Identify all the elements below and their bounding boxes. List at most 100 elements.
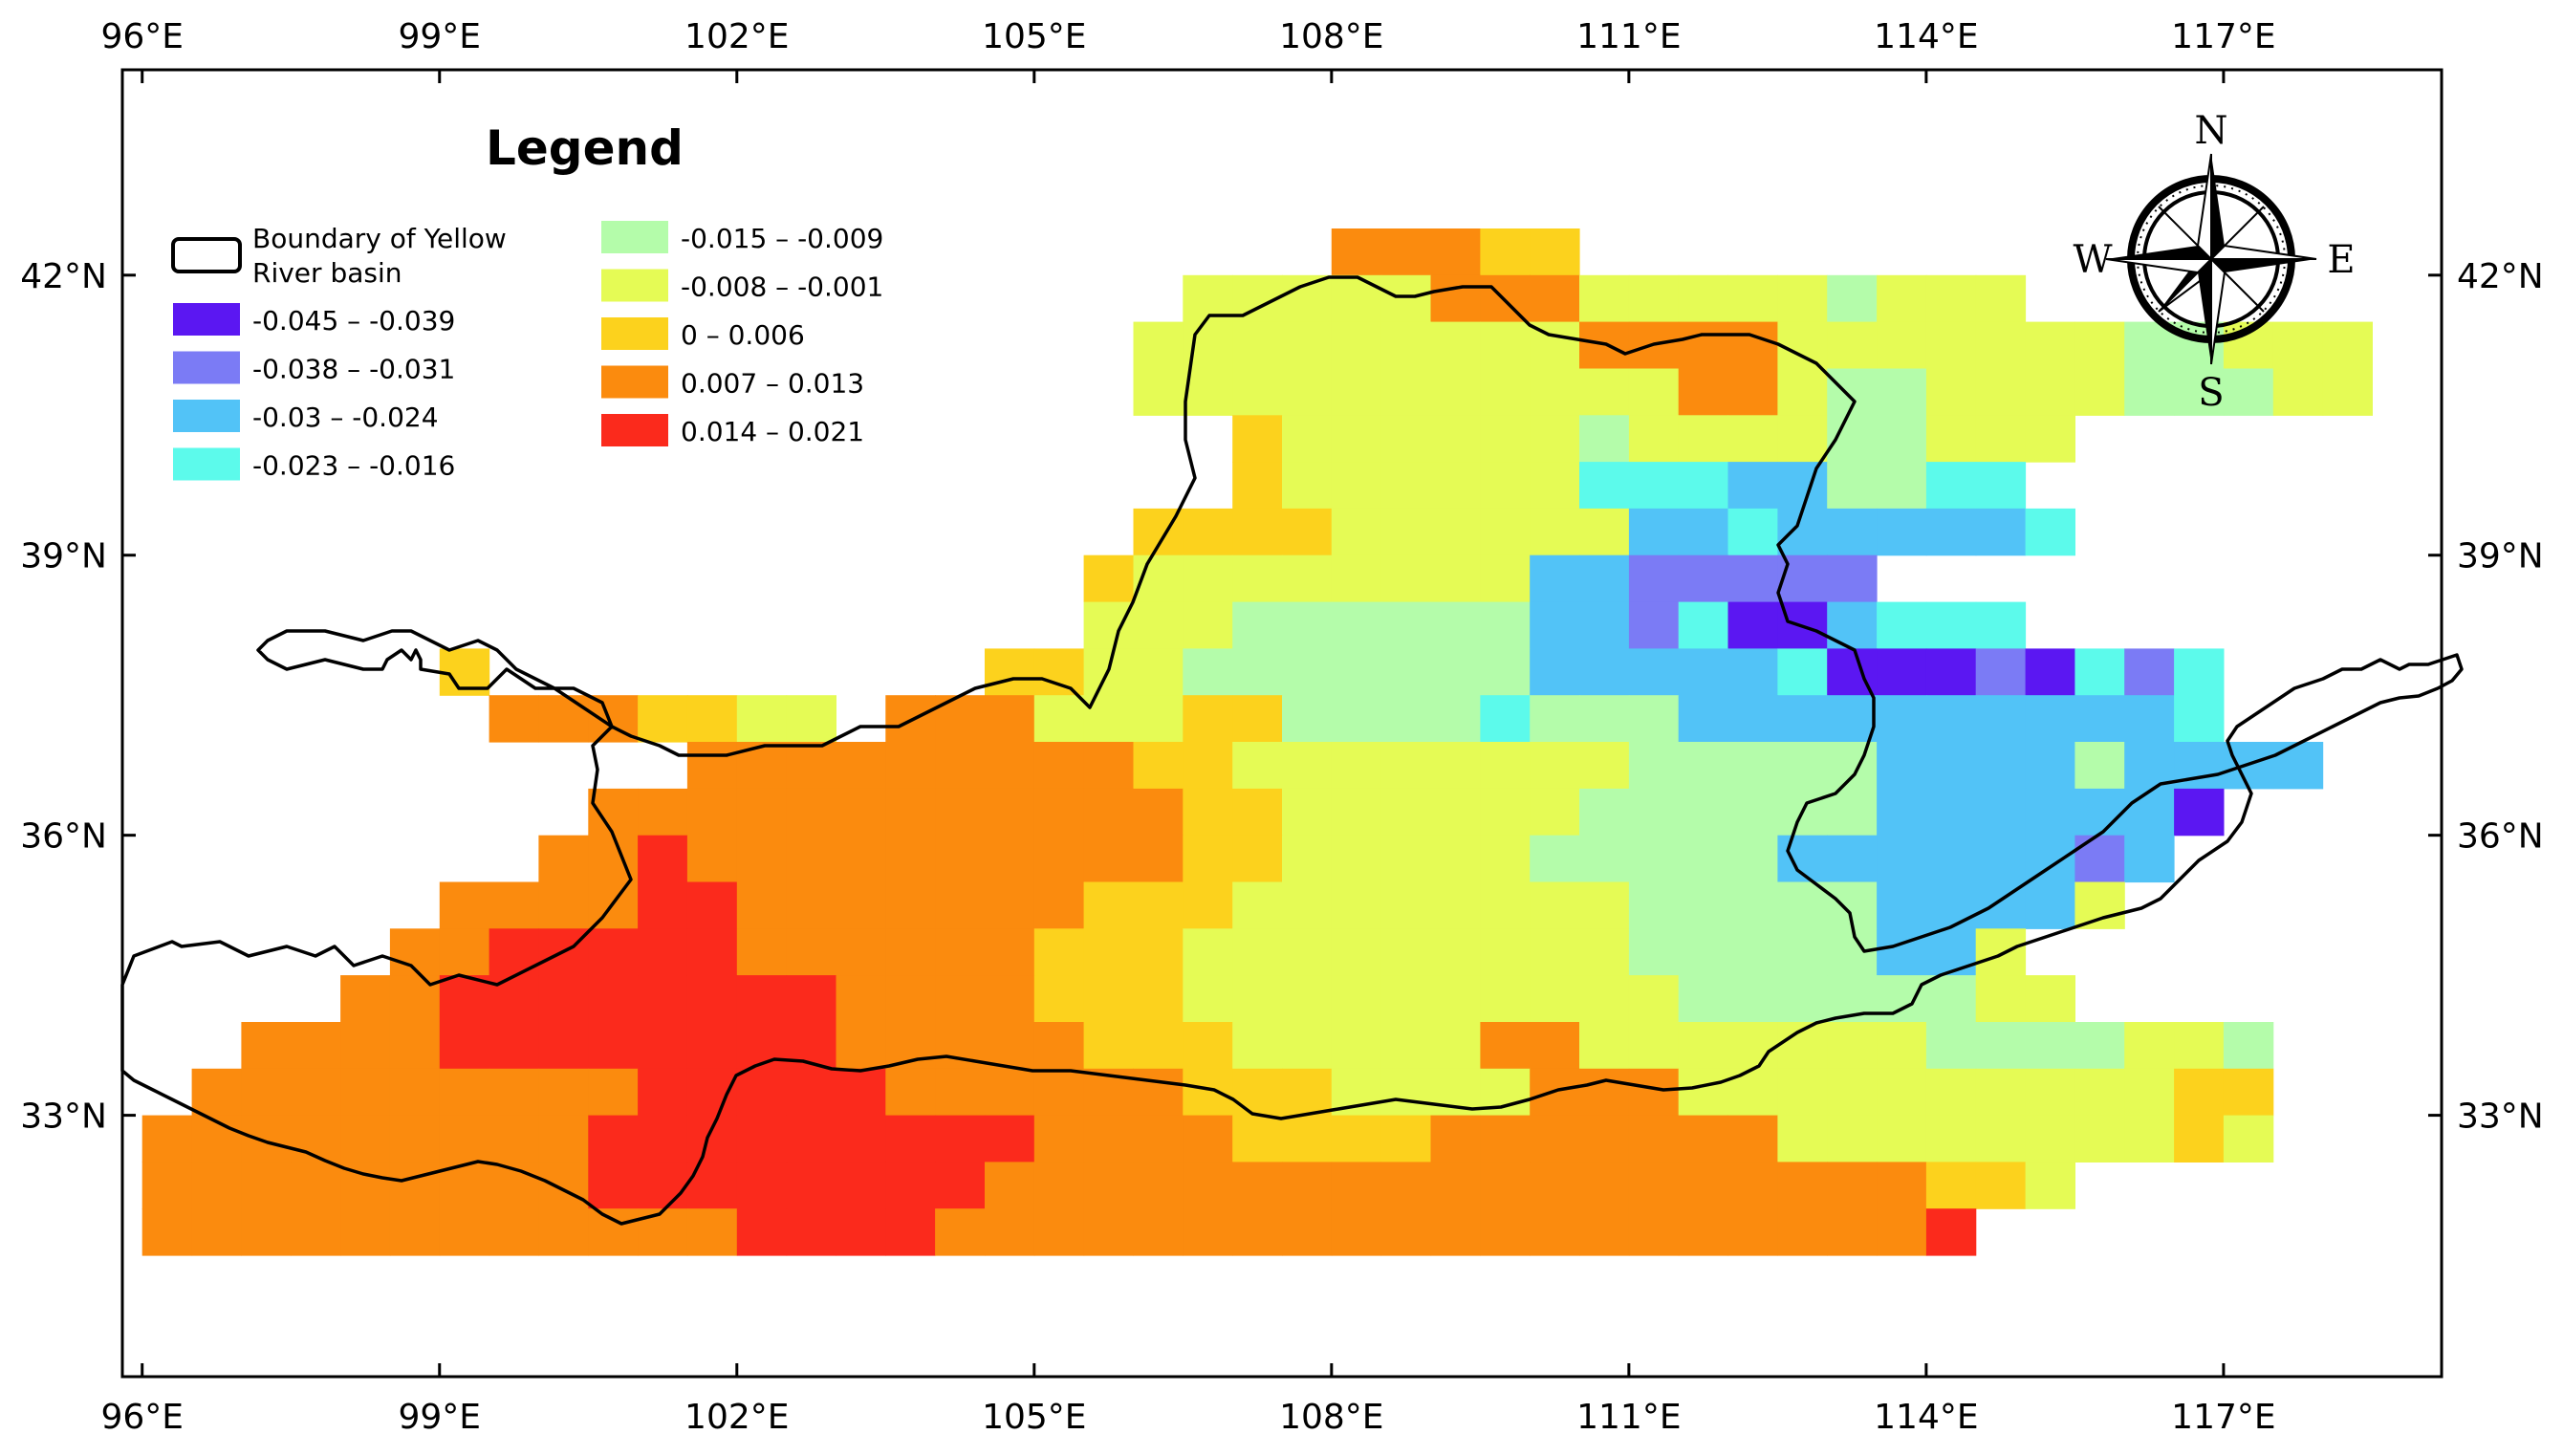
grid-cell [686,788,738,837]
grid-cell [1925,1068,1977,1117]
grid-cell [2025,881,2075,929]
grid-cell [1628,601,1680,649]
grid-cell [985,1068,1035,1117]
grid-cell [1380,228,1432,276]
grid-cell [1827,601,1878,649]
grid-cell [1083,975,1134,1023]
grid-cell [1579,415,1630,463]
grid-cell [1430,648,1481,696]
grid-cell [736,928,788,976]
grid-cell [439,975,490,1023]
grid-cell [1331,835,1382,883]
grid-cell [686,1208,738,1256]
grid-cell [1777,415,1828,463]
grid-cell [1033,1162,1085,1209]
legend-class-label: -0.008 – -0.001 [681,272,883,303]
grid-cell [1183,695,1233,743]
grid-cell [2074,695,2125,743]
grid-cell [1678,1115,1729,1163]
grid-cell [1430,881,1481,929]
grid-cell [985,695,1035,743]
grid-cell [1331,415,1382,463]
grid-cell [1430,508,1481,556]
grid-cell [1579,462,1630,510]
grid-cell [1083,928,1134,976]
grid-cell [1877,975,1927,1023]
grid-cell [1430,788,1481,837]
grid-cell [1777,881,1828,929]
grid-cell [1183,1115,1233,1163]
grid-cell [1083,1162,1134,1209]
grid-cell [1232,1068,1283,1117]
grid-cell [885,1115,936,1163]
grid-cell [985,975,1035,1023]
grid-cell [1530,788,1580,837]
grid-cell [1380,415,1432,463]
grid-cell [2223,1022,2274,1070]
grid-cell [1331,321,1382,369]
grid-cell [1133,788,1184,837]
grid-cell [1183,554,1233,603]
grid-cell [1133,368,1184,416]
grid-cell [588,1208,639,1256]
grid-cell [1877,462,1927,510]
grid-cell [1727,788,1778,837]
grid-cell [1877,415,1927,463]
grid-cell [2272,368,2324,416]
grid-cell [1777,321,1828,369]
lon-label-top: 96°E [100,17,184,56]
grid-cell [1877,881,1927,929]
grid-cell [1925,462,1977,510]
grid-cell [1133,1115,1184,1163]
grid-cell [836,1068,886,1117]
grid-cell [1678,508,1729,556]
grid-cell [389,1022,441,1070]
grid-cell [1579,1022,1630,1070]
legend-swatch [173,351,240,384]
grid-cell [588,1115,639,1163]
grid-cell [1282,368,1333,416]
grid-cell [1925,788,1977,837]
grid-cell [538,1115,589,1163]
grid-cell [1925,1208,1977,1256]
grid-cell [1331,975,1382,1023]
grid-cell [1480,601,1531,649]
compass-south-point [2198,259,2211,364]
grid-cell [1430,321,1481,369]
grid-cell [389,1068,441,1117]
grid-cell [1925,601,1977,649]
lon-label-top: 117°E [2171,17,2275,56]
grid-cell [1083,742,1134,790]
grid-cell [935,695,986,743]
grid-cell [1628,1115,1680,1163]
grid-cell [985,1022,1035,1070]
lon-label-top: 108°E [1279,17,1383,56]
grid-cell [1777,695,1828,743]
grid-cell [1033,881,1085,929]
grid-cell [736,742,788,790]
lon-label-bottom: 102°E [684,1398,789,1437]
grid-cell [1727,601,1778,649]
grid-cell [538,835,589,883]
grid-cell [1480,415,1531,463]
grid-cell [935,742,986,790]
grid-cell [1628,368,1680,416]
grid-cell [1480,1162,1531,1209]
grid-cell [1380,881,1432,929]
grid-cell [1430,228,1481,276]
grid-cell [439,881,490,929]
grid-cell [1975,1022,2027,1070]
compass-west-point-light [2105,258,2214,274]
grid-cell [1727,648,1778,696]
grid-cell [1530,1208,1580,1256]
grid-cell [1033,1115,1085,1163]
grid-cell [1925,881,1977,929]
grid-cell [1282,1115,1333,1163]
grid-cell [1678,695,1729,743]
grid-cell [489,1022,539,1070]
grid-cell [1827,462,1878,510]
grid-cell [1183,601,1233,649]
grid-cell [1133,601,1184,649]
grid-cell [1777,648,1828,696]
grid-cell [786,1068,836,1117]
